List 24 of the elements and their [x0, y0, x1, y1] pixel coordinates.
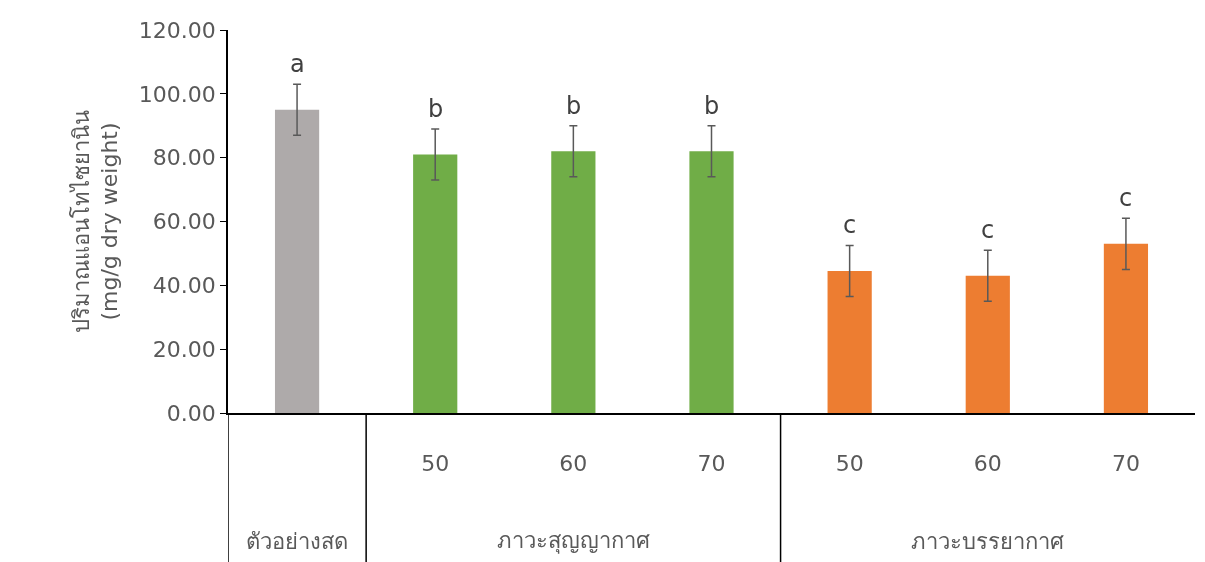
x-tick-label: 50 [835, 451, 864, 477]
text: ภาวะบรรยากาศ [911, 529, 1064, 554]
y-tick-label: 100.00 [138, 81, 216, 107]
x-tick-label: 60 [559, 451, 588, 477]
annotation: c [1119, 184, 1133, 212]
annotation: c [981, 216, 995, 244]
annotation: b [428, 95, 444, 123]
y-axis-title: ปริมาณแอนโทไซยานิน (mg/g dry weight) [68, 110, 123, 333]
annotation: a [290, 50, 305, 78]
x-tick-label: 50 [421, 451, 450, 477]
annotation: b [566, 92, 582, 120]
x-tick-label: 70 [697, 451, 726, 477]
annotation: c [843, 211, 857, 239]
y-tick-label: 20.00 [152, 336, 216, 362]
y-tick-label: 120.00 [138, 17, 216, 43]
x-tick-label: 60 [973, 451, 1002, 477]
y-tick-label: 60.00 [152, 209, 216, 235]
text: ตัวอย่างสด [246, 529, 348, 554]
y-tick-label: 80.00 [152, 145, 216, 171]
y-tick-label: 40.00 [152, 273, 216, 299]
text: ภาวะสุญญากาศ [497, 528, 650, 554]
y-tick-label: 0.00 [166, 400, 216, 426]
annotation: b [704, 92, 720, 120]
x-tick-label: 70 [1111, 451, 1140, 477]
